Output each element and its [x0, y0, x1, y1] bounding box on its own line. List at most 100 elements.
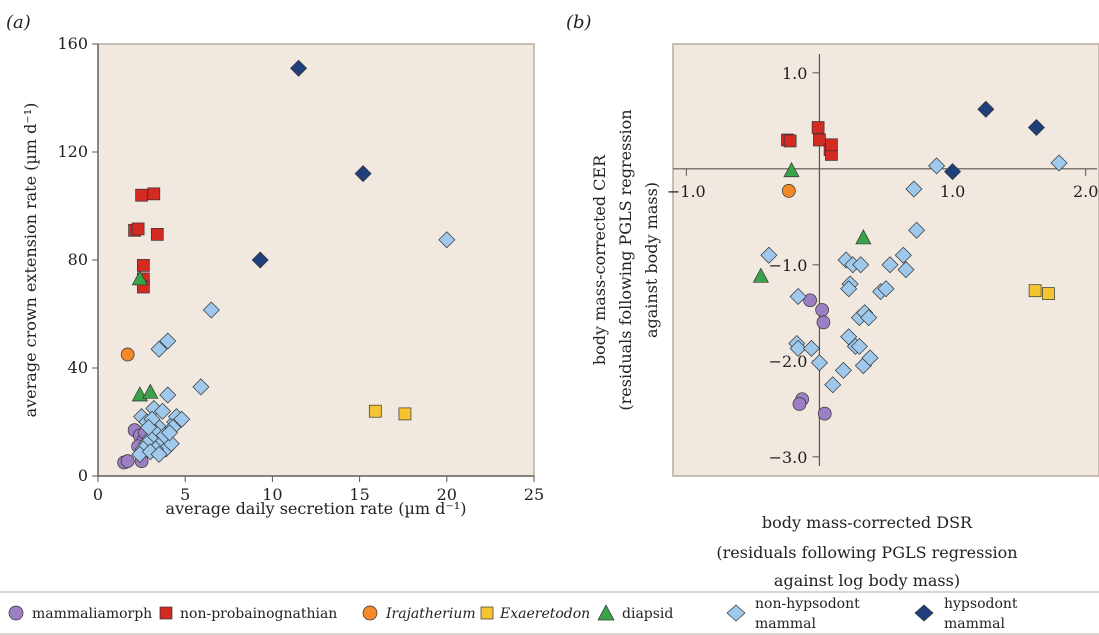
legend-marker-non-probainognathian: [159, 606, 173, 620]
panel-a-x-tick-label: 0: [93, 485, 103, 504]
panel-b-point-hypsodont-mammal: [1027, 119, 1045, 137]
panel-b-point-non-hypsodont-mammal: [928, 157, 946, 175]
panel-b-y-tick-label: −2.0: [769, 352, 808, 371]
panel-b-point-non-hypsodont-mammal: [789, 287, 807, 305]
panel-a-y-tick-label: 0: [78, 466, 88, 485]
panel-b-point-mammaliamorph: [816, 315, 831, 330]
panel-a-y-tick-label: 40: [68, 358, 88, 377]
panel-a-point-non-hypsodont-mammal: [173, 410, 191, 428]
panel-b-point-non-hypsodont-mammal: [877, 280, 895, 298]
panel-a-point-diapsid: [131, 270, 148, 286]
panel-b-point-non-hypsodont-mammal: [810, 354, 828, 372]
panel-a-point-hypsodont-mammal: [290, 59, 308, 77]
panel-a-point-irajatherium: [120, 347, 135, 362]
panel-b-point-diapsid: [752, 267, 769, 283]
panel-b-y-axis-label-line1: body mass-corrected CER: [590, 154, 609, 365]
panel-b-point-non-hypsodont-mammal: [881, 256, 899, 274]
panel-a-point-non-hypsodont-mammal: [159, 332, 177, 350]
panel-a-plot-area: [97, 43, 535, 477]
panel-a-y-axis-label: average crown extension rate (µm d⁻¹): [21, 103, 40, 418]
panel-b-point-non-hypsodont-mammal: [802, 339, 820, 357]
panel-a-point-non-hypsodont-mammal: [192, 378, 210, 396]
panel-a-point-non-hypsodont-mammal: [202, 301, 220, 319]
panel-b-point-hypsodont-mammal: [977, 100, 995, 118]
panel-b-point-diapsid: [855, 229, 872, 245]
panel-b-point-non-probainognathian: [813, 133, 826, 147]
panel-b-point-non-probainognathian: [811, 121, 825, 134]
panel-b-point-irajatherium: [781, 184, 796, 198]
panel-a-point-non-hypsodont-mammal: [140, 418, 158, 436]
panel-b-point-non-hypsodont-mammal: [860, 309, 878, 327]
panel-a-x-axis-label: average daily secretion rate (µm d⁻¹): [166, 499, 467, 518]
panel-a-x-tick-label: 25: [524, 485, 544, 504]
panel-b-marks: [752, 100, 1068, 421]
panel-b-point-non-hypsodont-mammal: [1050, 154, 1068, 172]
panel-label-a: (a): [6, 12, 31, 33]
panel-a-x-tick-label: 10: [262, 485, 282, 504]
legend-marker-diapsid: [597, 604, 615, 621]
panel-a-x-tick-label: 5: [180, 485, 190, 504]
panel-b-point-non-hypsodont-mammal: [905, 180, 923, 198]
panel-b-y-tick-label: −3.0: [769, 448, 808, 467]
panel-b-x-tick-label: 2.0: [1073, 182, 1098, 201]
legend-label-non-probainognathian: non-probainognathian: [180, 606, 337, 622]
panel-b-y-axis-label-line3: against body mass): [642, 182, 661, 338]
panel-a-y-tick-label: 160: [57, 34, 88, 53]
legend: mammaliamorph non-probainognathian Iraja…: [0, 591, 1099, 635]
panel-b-point-mammaliamorph: [792, 397, 807, 411]
panel-b-y-tick-label: 1.0: [782, 64, 807, 83]
panel-a-point-non-hypsodont-mammal: [159, 386, 177, 404]
panel-a-y-tick-label: 80: [68, 250, 88, 269]
panel-a-point-non-probainognathian: [150, 228, 164, 241]
legend-marker-hypsodont-mammal: [914, 604, 934, 622]
panel-a-point-non-probainognathian: [131, 222, 145, 236]
panel-a-point-hypsodont-mammal: [354, 165, 372, 183]
panel-a-point-non-hypsodont-mammal: [150, 340, 168, 358]
legend-marker-irajatherium: [362, 605, 378, 621]
panel-b-ticks: −1.0 1.0 2.0 1.0 −1.0 −2.0 −3.0: [667, 54, 1098, 467]
panel-b-point-non-hypsodont-mammal: [840, 280, 858, 298]
panel-b-point-non-hypsodont-mammal: [834, 361, 852, 379]
panel-a-point-non-probainognathian: [136, 259, 150, 272]
panel-b-point-non-probainognathian: [825, 138, 838, 152]
panel-b-point-non-hypsodont-mammal: [852, 256, 870, 274]
panel-a-x-tick-label: 15: [349, 485, 369, 504]
legend-marker-mammaliamorph: [8, 605, 24, 621]
legend-label-non-hypsodont: non-hypsodont: [755, 596, 860, 612]
panel-b-point-diapsid: [783, 161, 800, 178]
legend-label-non-hypsodont-mammal: mammal: [755, 616, 817, 632]
legend-label-hypsodont: hypsodont: [944, 596, 1018, 612]
panel-b-y-axis-label-line2: (residuals following PGLS regression: [616, 109, 635, 410]
panel-b-y-tick-label: −1.0: [769, 256, 808, 275]
panel-b-point-exaeretodon: [1028, 284, 1042, 298]
legend-label-diapsid: diapsid: [622, 606, 673, 622]
legend-marker-exaeretodon: [480, 606, 494, 620]
panel-b-x-tick-label: −1.0: [667, 182, 706, 201]
panel-a-point-non-probainognathian: [147, 187, 161, 201]
panel-b-plot-area: [672, 43, 1099, 477]
panel-b-point-non-hypsodont-mammal: [789, 339, 807, 357]
panel-a-point-non-hypsodont-mammal: [150, 445, 168, 463]
panel-b-point-non-hypsodont-mammal: [861, 349, 879, 367]
panel-b-x-tick-label: 1.0: [940, 182, 965, 201]
panel-a-x-tick-label: 20: [437, 485, 457, 504]
panel-a-point-non-hypsodont-mammal: [154, 402, 172, 420]
panel-a-point-exaeretodon: [398, 407, 412, 421]
panel-a-marks: [117, 59, 456, 470]
panel-a-point-hypsodont-mammal: [251, 251, 269, 269]
panel-b-point-mammaliamorph: [803, 293, 817, 308]
panel-a-point-diapsid: [142, 383, 159, 399]
panel-a-point-exaeretodon: [368, 404, 382, 418]
panel-b-x-axis-label-line3: against log body mass): [774, 571, 960, 590]
panel-b-point-non-hypsodont-mammal: [824, 376, 842, 394]
panel-a-point-mammaliamorph: [120, 454, 135, 468]
panel-b-x-axis-label-line2: (residuals following PGLS regression: [716, 543, 1017, 562]
panel-a-ticks: 0 5 10 15 20 25 0 40 80 120 160: [57, 34, 544, 504]
panel-a-y-tick-label: 120: [57, 142, 88, 161]
panel-b-point-hypsodont-mammal: [944, 163, 962, 181]
legend-label-exaeretodon: Exaeretodon: [499, 606, 590, 622]
legend-marker-non-hypsodont-mammal: [726, 604, 746, 622]
panel-b-point-non-hypsodont-mammal: [850, 337, 868, 355]
legend-label-mammaliamorph: mammaliamorph: [32, 606, 152, 622]
